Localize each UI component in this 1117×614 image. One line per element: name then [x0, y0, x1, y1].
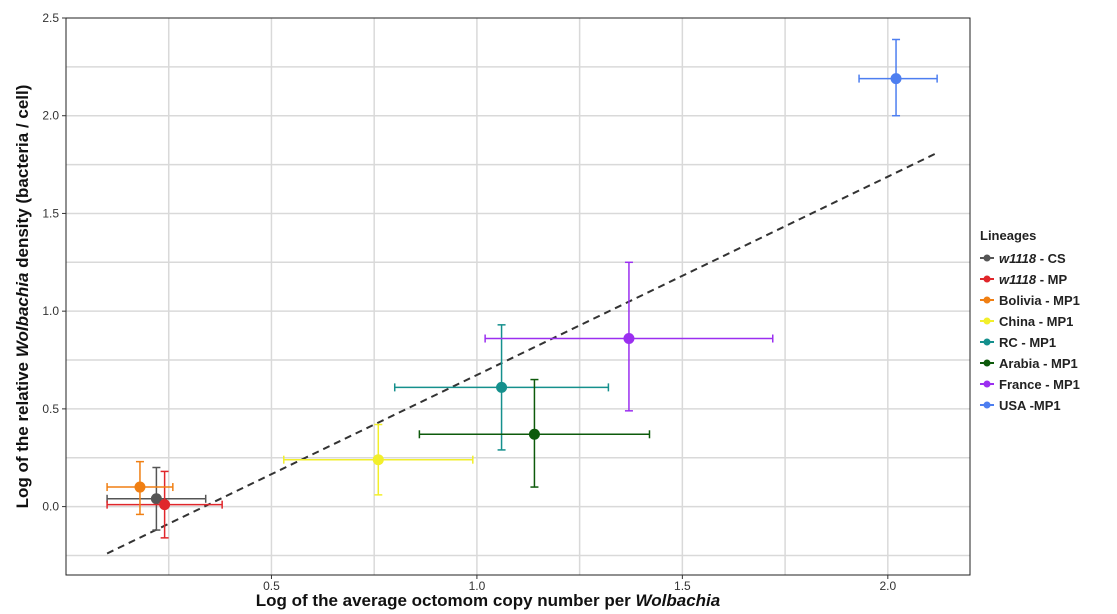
- legend-label: RC - MP1: [999, 335, 1056, 350]
- legend-item: China - MP1: [980, 314, 1073, 329]
- y-axis-title-text: Log of the relative: [13, 357, 32, 508]
- x-tick-label: 0.5: [263, 579, 280, 593]
- legend-swatch-dot: [983, 275, 991, 283]
- regression-layer: [106, 151, 938, 555]
- data-point: [150, 493, 162, 505]
- legend-swatch-dot: [983, 401, 991, 409]
- legend-label-italic: w1118: [999, 272, 1037, 287]
- legend-title: Lineages: [980, 228, 1036, 243]
- x-axis-title-italic: Wolbachia: [636, 591, 721, 610]
- y-tick-label: 2.5: [42, 11, 59, 25]
- y-axis-title: Log of the relative Wolbachia density (b…: [13, 85, 32, 509]
- legend-label: Bolivia - MP1: [999, 293, 1080, 308]
- legend-swatch-dot: [983, 380, 991, 388]
- legend-swatch-dot: [983, 338, 991, 346]
- y-axis-title-italic: Wolbachia: [13, 273, 32, 358]
- legend-label: China - MP1: [999, 314, 1073, 329]
- data-point-group: [106, 460, 174, 516]
- legend-item: USA -MP1: [980, 398, 1061, 413]
- legend-swatch-dot: [983, 254, 991, 262]
- data-point-group: [484, 261, 774, 412]
- data-points-layer: [106, 38, 938, 539]
- data-point-group: [858, 38, 938, 117]
- data-point: [496, 381, 508, 393]
- data-point-group: [418, 378, 651, 488]
- x-tick-label: 2.0: [879, 579, 896, 593]
- data-point: [623, 333, 635, 345]
- x-axis-title: Log of the average octomom copy number p…: [256, 591, 720, 610]
- data-point: [134, 481, 146, 493]
- legend-item: w1118 - CS: [980, 251, 1066, 266]
- regression-line: [106, 151, 938, 555]
- legend-item: Arabia - MP1: [980, 356, 1078, 371]
- data-point-group: [283, 423, 474, 496]
- y-tick-label: 1.5: [42, 206, 59, 220]
- x-tick-label: 1.0: [469, 579, 486, 593]
- legend-item: France - MP1: [980, 377, 1080, 392]
- chart-grid: [66, 18, 970, 575]
- x-axis-title-text: Log of the average octomom copy number p…: [256, 591, 636, 610]
- x-axis-ticks: 0.5 1.0 1.5 2.0: [263, 575, 896, 593]
- y-tick-label: 0.0: [42, 500, 59, 514]
- y-axis-title-suffix: density (bacteria / cell): [13, 85, 32, 273]
- x-tick-label: 1.5: [674, 579, 691, 593]
- legend-label: France - MP1: [999, 377, 1080, 392]
- legend-item: Bolivia - MP1: [980, 293, 1080, 308]
- y-tick-label: 1.0: [42, 304, 59, 318]
- data-point: [528, 428, 540, 440]
- legend-label: USA -MP1: [999, 398, 1061, 413]
- data-point: [159, 499, 171, 511]
- data-point: [890, 73, 902, 85]
- plot-area-border: [65, 17, 971, 576]
- data-point: [372, 454, 384, 466]
- legend-swatch-dot: [983, 296, 991, 304]
- legend-swatch-dot: [983, 317, 991, 325]
- data-point-group: [106, 466, 207, 531]
- legend-label-italic: w1118: [999, 251, 1037, 266]
- legend-swatch-dot: [983, 359, 991, 367]
- y-tick-label: 2.0: [42, 109, 59, 123]
- legend-item: w1118 - MP: [980, 272, 1067, 287]
- legend-label-text: - MP: [1036, 272, 1067, 287]
- legend-label: w1118 - MP: [999, 272, 1067, 287]
- legend-item: RC - MP1: [980, 335, 1056, 350]
- data-point-group: [106, 470, 223, 539]
- legend-label: w1118 - CS: [999, 251, 1066, 266]
- legend-label-text: - CS: [1036, 251, 1066, 266]
- y-axis-ticks: 0.0 0.5 1.0 1.5 2.0 2.5: [42, 11, 66, 514]
- y-tick-label: 0.5: [42, 402, 59, 416]
- legend-label: Arabia - MP1: [999, 356, 1078, 371]
- data-point-group: [393, 324, 610, 451]
